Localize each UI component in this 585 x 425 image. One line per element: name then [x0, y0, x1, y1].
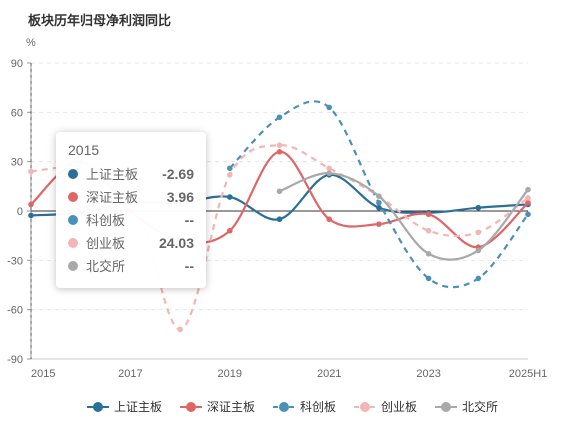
data-point [425, 250, 432, 257]
tooltip-series-name: 创业板 [86, 236, 126, 251]
tooltip-series-name: 科创板 [86, 213, 126, 228]
data-point [276, 114, 283, 121]
x-tick-label: 2019 [218, 368, 242, 380]
tooltip-dot [68, 168, 78, 179]
data-point [475, 247, 482, 254]
tooltip-series-name: 深证主板 [86, 190, 139, 205]
legend-item-4[interactable]: 北交所 [435, 398, 498, 415]
tooltip-title: 2015 [68, 142, 100, 158]
y-tick-label: 90 [11, 58, 23, 70]
data-point [326, 216, 333, 223]
tooltip-value: 3.96 [166, 188, 194, 205]
data-point [326, 104, 333, 111]
y-tick-label: -30 [7, 255, 23, 267]
data-point [276, 216, 283, 223]
data-point [475, 275, 482, 282]
tooltip-dot [68, 191, 78, 202]
data-point [376, 221, 382, 227]
data-point [227, 194, 233, 200]
x-tick-label: 2017 [118, 368, 142, 380]
tooltip-row: 北交所 -- [68, 254, 194, 277]
tooltip-dot [68, 237, 78, 248]
legend-item-3[interactable]: 创业板 [354, 398, 417, 415]
tooltip-row: 上证主板 -2.69 [68, 162, 194, 185]
tooltip-dot [68, 214, 78, 225]
tooltip-value: -- [184, 257, 194, 274]
data-point [276, 142, 283, 149]
data-point [227, 165, 233, 172]
legend: 上证主板 深证主板 科创板 创业板 北交所 [0, 398, 585, 415]
legend-label: 北交所 [462, 400, 499, 414]
legend-item-2[interactable]: 科创板 [272, 398, 336, 415]
legend-label: 深证主板 [206, 400, 255, 414]
legend-label: 上证主板 [113, 400, 162, 414]
legend-label: 科创板 [299, 400, 336, 414]
x-tick-label: 2025H1 [509, 368, 548, 380]
legend-marker [179, 401, 202, 412]
tooltip-value: -2.69 [162, 165, 194, 182]
chart-title: 板块历年归母净利润同比 [28, 13, 172, 28]
tooltip-dot [68, 260, 78, 271]
tooltip-series-name: 北交所 [86, 259, 126, 274]
legend-marker [86, 401, 109, 412]
data-point [28, 168, 34, 175]
tooltip-row: 创业板 24.03 [68, 231, 194, 254]
data-point [276, 188, 283, 195]
y-tick-label: 60 [11, 107, 23, 119]
data-point [525, 186, 531, 193]
data-point [425, 227, 432, 234]
data-point [525, 195, 531, 201]
data-point [227, 172, 233, 178]
legend-marker [272, 401, 295, 412]
data-point [376, 199, 382, 206]
tooltip-value: 24.03 [158, 234, 194, 251]
x-tick-label: 2015 [31, 368, 55, 380]
data-point [376, 204, 382, 211]
y-tick-label: -60 [7, 305, 23, 317]
data-point [28, 201, 34, 208]
tooltip-row: 科创板 -- [68, 208, 194, 231]
legend-item-1[interactable]: 深证主板 [179, 398, 255, 415]
legend-marker [435, 401, 458, 412]
data-point [525, 211, 531, 218]
y-tick-label: 0 [17, 206, 23, 218]
tooltip-value: -- [184, 211, 194, 228]
data-point [475, 204, 482, 211]
y-tick-label: 30 [11, 157, 23, 169]
data-point [276, 149, 283, 155]
data-point [28, 212, 34, 219]
tooltip-series-name: 上证主板 [86, 167, 139, 182]
data-point [525, 199, 531, 206]
data-point [227, 227, 233, 234]
y-tick-label: -90 [7, 354, 23, 366]
data-point [326, 165, 333, 172]
data-point [326, 170, 333, 176]
tooltip-row: 深证主板 3.96 [68, 185, 194, 208]
tooltip: 2015 上证主板 -2.69 深证主板 3.96 科创板 -- 创业板 24.03 北交所 -- [56, 132, 206, 288]
data-point [425, 211, 432, 218]
data-point [177, 326, 183, 333]
legend-label: 创业板 [381, 400, 418, 414]
data-point [425, 275, 432, 282]
legend-marker [354, 401, 376, 412]
x-tick-label: 2021 [317, 368, 341, 380]
data-point [475, 229, 482, 236]
x-tick-label: 2023 [416, 368, 440, 380]
legend-item-0[interactable]: 上证主板 [86, 398, 162, 415]
data-point [376, 193, 382, 199]
y-axis-unit: % [26, 37, 36, 49]
